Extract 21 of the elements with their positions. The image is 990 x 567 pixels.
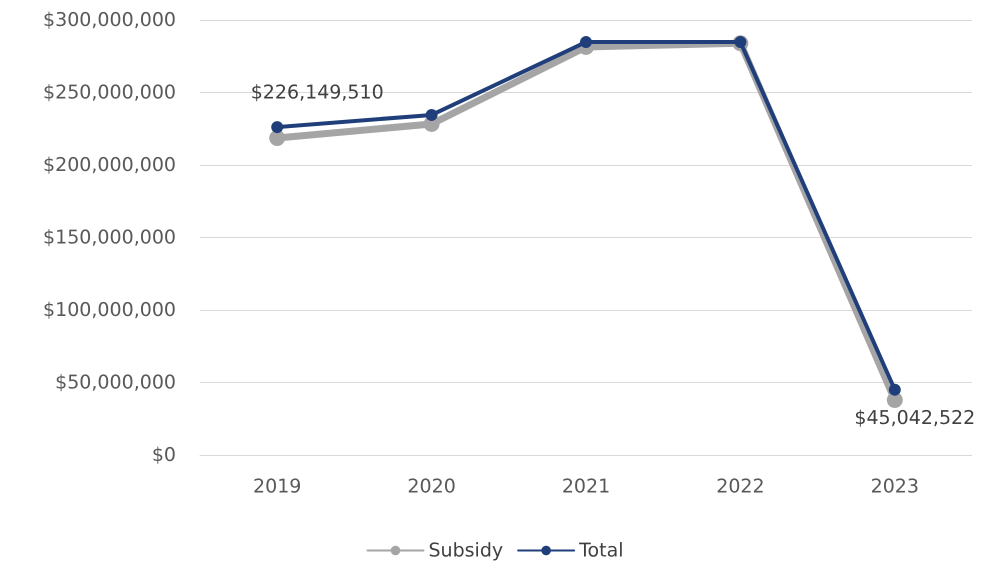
point bbox=[271, 121, 284, 134]
x-tick-label: 2023 bbox=[870, 476, 919, 498]
y-tick-label: $150,000,000 bbox=[43, 226, 176, 248]
data-label: $226,149,510 bbox=[250, 82, 384, 104]
data-label: $45,042,522 bbox=[854, 407, 976, 430]
y-tick-label: $250,000,000 bbox=[43, 82, 176, 104]
legend-label: Total bbox=[578, 540, 624, 562]
y-tick-label: $50,000,000 bbox=[55, 372, 176, 394]
y-tick-label: $300,000,000 bbox=[43, 9, 176, 31]
point bbox=[269, 130, 286, 146]
point bbox=[426, 108, 438, 121]
x-tick-label: 2020 bbox=[407, 476, 456, 498]
point bbox=[888, 384, 901, 396]
y-tick-label: $100,000,000 bbox=[43, 299, 176, 321]
legend-label: Subsidy bbox=[428, 540, 504, 562]
x-tick-label: 2022 bbox=[716, 476, 765, 498]
y-tick-label: $200,000,000 bbox=[43, 154, 176, 176]
point bbox=[580, 36, 592, 48]
x-tick-label: 2021 bbox=[562, 476, 610, 498]
y-tick-label: $0 bbox=[152, 444, 176, 466]
x-tick-label: 2019 bbox=[253, 476, 302, 498]
